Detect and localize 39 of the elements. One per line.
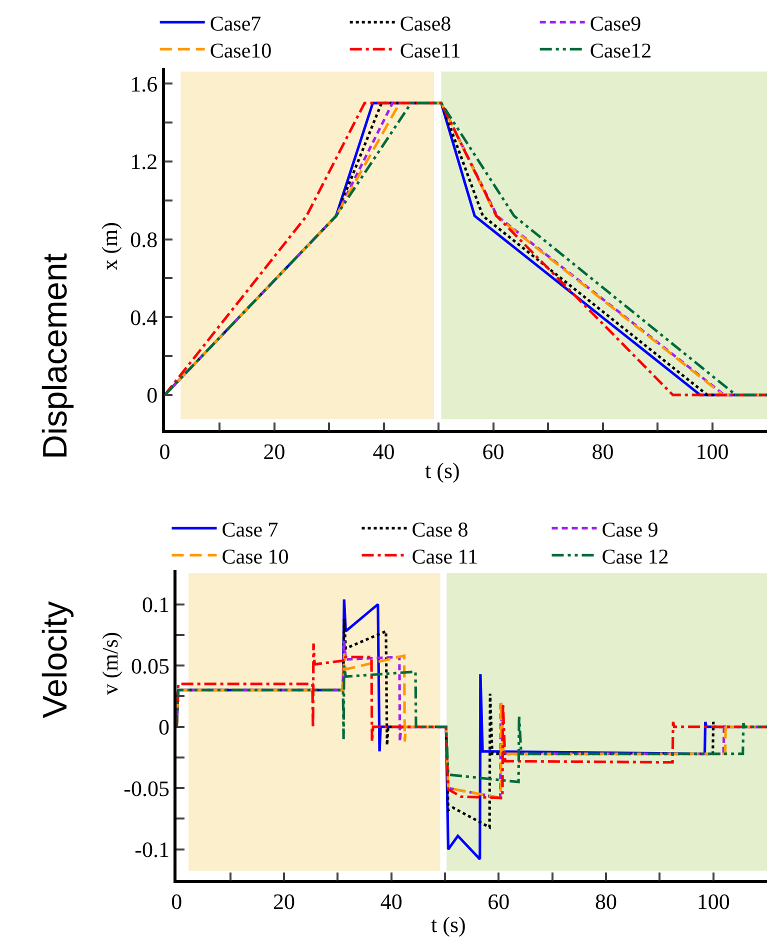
x-tick-label: 40 [380,889,402,914]
y-tick-label: 0.4 [130,304,158,330]
y-tick-label: 0.1 [142,592,170,618]
y-axis-title: v (m/s) [98,632,123,695]
x-tick-label: 80 [592,439,614,464]
line-series [176,664,768,784]
x-axis-title: t (s) [431,912,466,937]
legend-label: Case 8 [412,517,468,542]
legend-label: Case9 [590,11,642,36]
x-tick-label: 60 [482,439,504,464]
y-tick-label: 0 [158,714,170,740]
legend-label: Case 7 [222,517,278,542]
x-tick-label: 100 [696,889,730,914]
x-tick-label: 20 [273,889,295,914]
y-tick-label: 0.05 [131,653,170,678]
x-tick-label: 100 [696,439,729,464]
legend-label: Case7 [210,11,262,36]
y-tick-label: -0.05 [124,776,170,801]
y-tick-label: -0.1 [134,837,170,862]
legend-label: Case 9 [602,517,658,542]
y-tick-label: 0.8 [130,226,158,252]
y-tick-label: 0 [146,382,158,408]
y-tick-label: 1.2 [130,149,158,174]
legend-label: Case 12 [602,544,669,568]
legend-label: Case 10 [222,544,289,568]
x-tick-label: 80 [595,889,618,914]
x-tick-label: 20 [263,439,286,464]
legend-label: Case 11 [412,544,478,568]
text: Displacement [36,252,74,460]
legend-label: Case11 [400,38,461,62]
x-tick-label: 40 [372,439,395,464]
y-axis-title: x (m) [97,222,122,270]
x-tick-label: 60 [488,889,510,914]
x-axis-title: t (s) [425,458,460,483]
text: Velocity [36,601,74,718]
y-tick-label: 1.6 [130,71,158,96]
legend-label: Case12 [590,38,652,62]
legend-label: Case8 [400,11,452,36]
legend-label: Case10 [210,38,272,62]
